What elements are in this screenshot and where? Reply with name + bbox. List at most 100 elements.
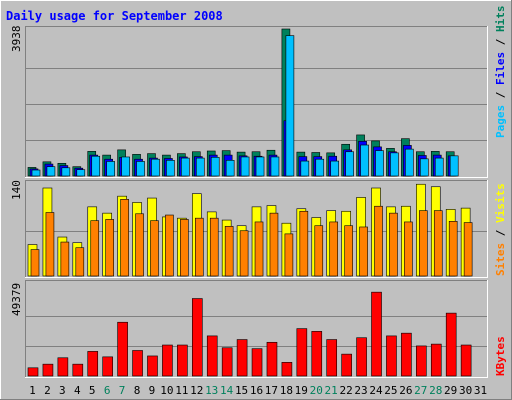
day-label-15: 15 (235, 384, 248, 397)
sites-bar-day-8-body (135, 213, 144, 277)
pages-bar-day-12 (195, 157, 205, 177)
pages-bar-day-8-body (136, 161, 145, 177)
pages-bar-day-24-body (375, 150, 384, 177)
pages-bar-day-16 (255, 156, 265, 177)
kbytes-bar-day-25-body (386, 335, 397, 377)
sites-bar-day-17 (269, 212, 279, 277)
pages-bar-day-22-body (345, 151, 354, 177)
kbytes-bar-day-20 (311, 331, 323, 377)
sites-bar-day-10 (165, 214, 174, 277)
sites-bar-day-28-body (433, 210, 443, 277)
pages-bar-day-22 (345, 151, 354, 177)
day-label-9: 9 (149, 384, 156, 397)
sites-bar-day-14 (224, 226, 234, 277)
pages-bar-day-9-body (151, 158, 160, 177)
pages-bar-day-15 (240, 156, 250, 177)
legend-kbytes: KBytes (494, 336, 507, 376)
kbytes-bar-day-14-body (221, 347, 233, 377)
day-label-6: 6 (104, 384, 111, 397)
gridlines (26, 68, 487, 347)
day-label-28: 28 (429, 384, 442, 397)
pages-bar-day-28-body (434, 157, 444, 177)
sites-bar-day-23-body (359, 226, 368, 277)
sites-bar-day-21 (329, 221, 339, 277)
sites-bar-day-27-body (419, 210, 428, 277)
sites-bar-day-23 (359, 226, 368, 277)
kbytes-bar-day-25 (386, 335, 397, 377)
kbytes-bar-day-26-body (401, 332, 412, 377)
kbytes-bar-day-13 (206, 335, 218, 377)
day-label-14: 14 (220, 384, 234, 397)
pages-bar-day-5 (91, 155, 101, 177)
sites-bar-day-15 (239, 230, 249, 277)
sites-bar-day-24 (374, 205, 383, 277)
sites-bar-day-12 (194, 217, 204, 277)
pages-bar-day-11 (181, 157, 190, 177)
legend-visits: Visits (494, 183, 507, 223)
pages-bar-day-25-body (390, 152, 399, 177)
kbytes-bar-day-23 (356, 337, 367, 377)
panel1-legend: Pages / Files / Hits (494, 6, 507, 139)
day-label-3: 3 (59, 384, 66, 397)
kbytes-bar-day-9 (147, 355, 158, 377)
legend-sep-2: / (494, 32, 507, 52)
pages-bar-day-16-body (255, 156, 265, 177)
day-label-16: 16 (250, 384, 263, 397)
sites-bar-day-30 (463, 222, 473, 277)
pages-bar-day-26 (405, 148, 414, 177)
legend-sep-3: / (494, 223, 507, 243)
kbytes-bar-day-28 (430, 343, 442, 377)
pages-bar-day-2 (46, 166, 56, 177)
pages-bar-day-21 (330, 160, 340, 177)
day-label-12: 12 (190, 384, 203, 397)
pages-bar-day-8 (136, 161, 145, 177)
sites-bar-day-2-body (45, 212, 55, 277)
pages-bar-day-6-body (106, 161, 115, 177)
day-label-1: 1 (29, 384, 36, 397)
sites-bar-day-9 (150, 220, 159, 277)
legend-files: Files (494, 52, 507, 85)
day-label-26: 26 (399, 384, 412, 397)
day-label-24: 24 (369, 384, 383, 397)
sites-bar-day-13 (209, 217, 219, 277)
sites-bar-day-17-body (269, 212, 279, 277)
pages-bar-day-2-body (46, 166, 56, 177)
pages-bar-day-26-body (405, 148, 414, 177)
kbytes-bar-day-6 (102, 356, 113, 377)
sites-bar-day-26-body (404, 221, 413, 277)
sites-bar-day-6-body (105, 219, 114, 277)
day-label-29: 29 (444, 384, 457, 397)
kbytes-bar-day-9-body (147, 355, 158, 377)
legend-hits: Hits (494, 6, 507, 33)
pages-bar-day-7-body (121, 156, 130, 177)
sites-bar-day-5-body (90, 220, 100, 277)
sites-bar-day-18 (284, 233, 294, 277)
day-label-23: 23 (354, 384, 367, 397)
day-label-30: 30 (459, 384, 472, 397)
day-label-27: 27 (414, 384, 427, 397)
day-label-22: 22 (339, 384, 352, 397)
pages-bar-day-27 (420, 158, 429, 177)
sites-bar-day-4-body (75, 247, 85, 277)
day-label-21: 21 (325, 384, 338, 397)
kbytes-bar-day-7-body (117, 321, 128, 377)
pages-bar-day-23 (360, 144, 369, 177)
pages-bar-day-12-body (195, 157, 205, 177)
chart-title: Daily usage for September 2008 (6, 9, 223, 23)
sites-bar-day-25-body (389, 212, 398, 277)
sites-bar-day-16-body (254, 221, 264, 277)
day-label-2: 2 (44, 384, 51, 397)
pages-bar-day-9 (151, 158, 160, 177)
sites-bar-day-12-body (194, 217, 204, 277)
sites-bar-day-25 (389, 212, 398, 277)
sites-bar-day-15-body (239, 230, 249, 277)
sites-bar-day-14-body (224, 226, 234, 277)
pages-bar-day-1-body (31, 169, 41, 177)
pages-bar-day-19-body (300, 160, 310, 177)
sites-bar-day-24-body (374, 205, 383, 277)
kbytes-bar-day-3 (57, 357, 69, 377)
day-label-17: 17 (265, 384, 278, 397)
pages-bar-day-4 (76, 169, 86, 177)
sites-bar-day-20-body (314, 225, 324, 277)
